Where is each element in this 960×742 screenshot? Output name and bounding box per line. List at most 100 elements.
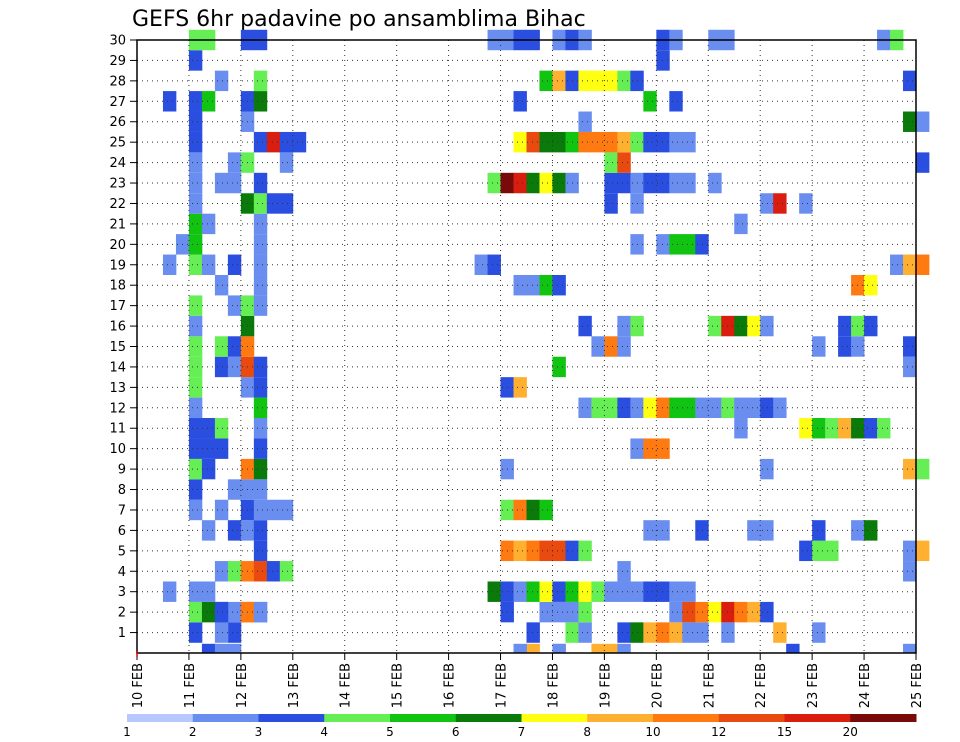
heatmap-cell <box>279 193 294 214</box>
heatmap-cell <box>695 397 709 419</box>
heatmap-cell <box>539 70 553 92</box>
heatmap-cell <box>552 274 566 296</box>
heatmap-cell <box>877 418 891 439</box>
heatmap-cell <box>214 274 229 296</box>
heatmap-cell <box>825 540 839 562</box>
heatmap-cell <box>682 234 696 255</box>
heatmap-cell <box>903 540 917 562</box>
heatmap-cell <box>227 172 242 194</box>
heatmap-cell <box>513 581 527 602</box>
heatmap-cell <box>201 601 216 623</box>
heatmap-cell <box>513 131 527 153</box>
heatmap-cell <box>695 601 709 623</box>
heatmap-cell <box>903 336 917 357</box>
heatmap-cell <box>253 274 268 296</box>
heatmap-cell <box>669 622 683 643</box>
heatmap-cell <box>812 418 826 439</box>
heatmap-cell <box>682 131 696 153</box>
heatmap-cell <box>214 601 229 623</box>
heatmap-cell <box>643 622 657 643</box>
heatmap-cell <box>253 295 268 316</box>
x-axis: 10 FEB 11 FEB 12 FEB 13 FEB 14 FEB 15 FEB 16 F… <box>131 651 925 708</box>
heatmap-cell <box>695 520 709 541</box>
heatmap-cell <box>617 152 631 173</box>
heatmap-cell <box>864 520 878 541</box>
heatmap-cell <box>188 50 203 71</box>
colorbar: 1 2 3 4 5 6 7 8 10 12 15 20 <box>123 714 917 739</box>
heatmap-cell <box>253 418 268 439</box>
y-tick-label: 28 <box>109 74 126 89</box>
heatmap-cell <box>617 397 631 419</box>
y-tick-label: 26 <box>109 115 126 130</box>
heatmap-cell <box>656 397 670 419</box>
colorbar-segment <box>192 714 259 722</box>
heatmap-cell <box>643 520 657 541</box>
heatmap-cell <box>513 91 527 112</box>
heatmap-cell <box>513 274 527 296</box>
heatmap-cell <box>253 70 268 92</box>
heatmap-cell <box>760 397 774 419</box>
y-tick-label: 6 <box>118 524 126 539</box>
heatmap-cell <box>604 152 618 173</box>
heatmap-cell <box>552 601 566 623</box>
colorbar-label: 4 <box>320 725 328 739</box>
heatmap-cell <box>253 561 268 582</box>
heatmap-cell <box>201 458 216 480</box>
heatmap-cell <box>162 581 177 602</box>
colorbar-segment <box>784 714 851 722</box>
colorbar-label: 6 <box>452 725 460 739</box>
heatmap-cell <box>292 131 307 153</box>
heatmap-cell <box>760 193 774 214</box>
y-tick-label: 22 <box>109 197 126 212</box>
x-tick-label: 22 FEB <box>754 663 769 708</box>
x-tick-label: 10 FEB <box>131 663 146 708</box>
colorbar-segment <box>521 714 588 722</box>
heatmap-cell <box>227 601 242 623</box>
x-tick-label: 16 FEB <box>443 663 458 708</box>
x-tick-label: 21 FEB <box>702 663 717 708</box>
heatmap-cell <box>617 336 631 357</box>
x-tick-label: 23 FEB <box>806 663 821 708</box>
heatmap-cell <box>838 336 852 357</box>
x-tick-label: 19 FEB <box>598 663 613 708</box>
heatmap-cell <box>188 581 203 602</box>
heatmap-cell <box>201 91 216 112</box>
heatmap-cell <box>786 643 800 653</box>
heatmap-cell <box>890 254 904 275</box>
heatmap-cell <box>227 561 242 582</box>
heatmap-cell <box>227 520 242 541</box>
heatmap-cell <box>903 70 917 92</box>
heatmap-cell <box>617 172 631 194</box>
heatmap-cell <box>760 520 774 541</box>
heatmap-cell <box>487 172 501 194</box>
heatmap-cell <box>903 254 917 275</box>
heatmap-cell <box>838 418 852 439</box>
heatmap-cell <box>188 397 203 419</box>
heatmap-cell <box>591 131 605 153</box>
y-tick-label: 23 <box>109 177 126 192</box>
heatmap-cell <box>669 601 683 623</box>
heatmap-cell <box>656 234 670 255</box>
heatmap-cell <box>682 601 696 623</box>
heatmap-cell <box>227 152 242 173</box>
heatmap-cell <box>253 540 268 562</box>
heatmap-cell <box>604 193 618 214</box>
chart-title: GEFS 6hr padavine po ansamblima Bihac <box>132 7 586 32</box>
colorbar-segment <box>390 714 457 722</box>
heatmap-cell <box>643 172 657 194</box>
heatmap-cell <box>539 540 553 562</box>
heatmap-cell <box>253 356 268 378</box>
heatmap-cell <box>474 254 488 275</box>
heatmap-cell <box>279 499 294 521</box>
heatmap-cell <box>669 234 683 255</box>
heatmap-cell <box>188 438 203 459</box>
heatmap-cell <box>734 213 748 235</box>
heatmap-cell <box>552 581 566 602</box>
heatmap-cell <box>214 438 229 459</box>
heatmap-cell <box>539 131 553 153</box>
heatmap-cell <box>513 643 527 653</box>
colorbar-segment <box>324 714 391 722</box>
heatmap-cell <box>578 601 592 623</box>
heatmap-cell <box>188 254 203 275</box>
